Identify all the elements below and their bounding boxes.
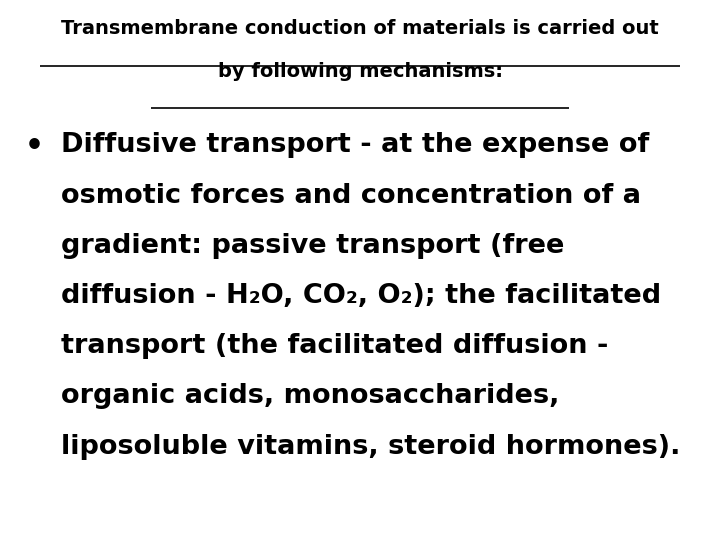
Text: gradient: passive transport (free: gradient: passive transport (free <box>61 233 564 259</box>
Text: by following mechanisms:: by following mechanisms: <box>217 62 503 81</box>
Text: diffusion - H₂O, CO₂, O₂); the facilitated: diffusion - H₂O, CO₂, O₂); the facilitat… <box>61 283 662 309</box>
Text: osmotic forces and concentration of a: osmotic forces and concentration of a <box>61 183 642 208</box>
Text: liposoluble vitamins, steroid hormones).: liposoluble vitamins, steroid hormones). <box>61 434 680 460</box>
Text: •: • <box>25 132 44 161</box>
Text: Diffusive transport - at the expense of: Diffusive transport - at the expense of <box>61 132 649 158</box>
Text: organic acids, monosaccharides,: organic acids, monosaccharides, <box>61 383 559 409</box>
Text: Transmembrane conduction of materials is carried out: Transmembrane conduction of materials is… <box>61 19 659 38</box>
Text: transport (the facilitated diffusion -: transport (the facilitated diffusion - <box>61 333 608 359</box>
